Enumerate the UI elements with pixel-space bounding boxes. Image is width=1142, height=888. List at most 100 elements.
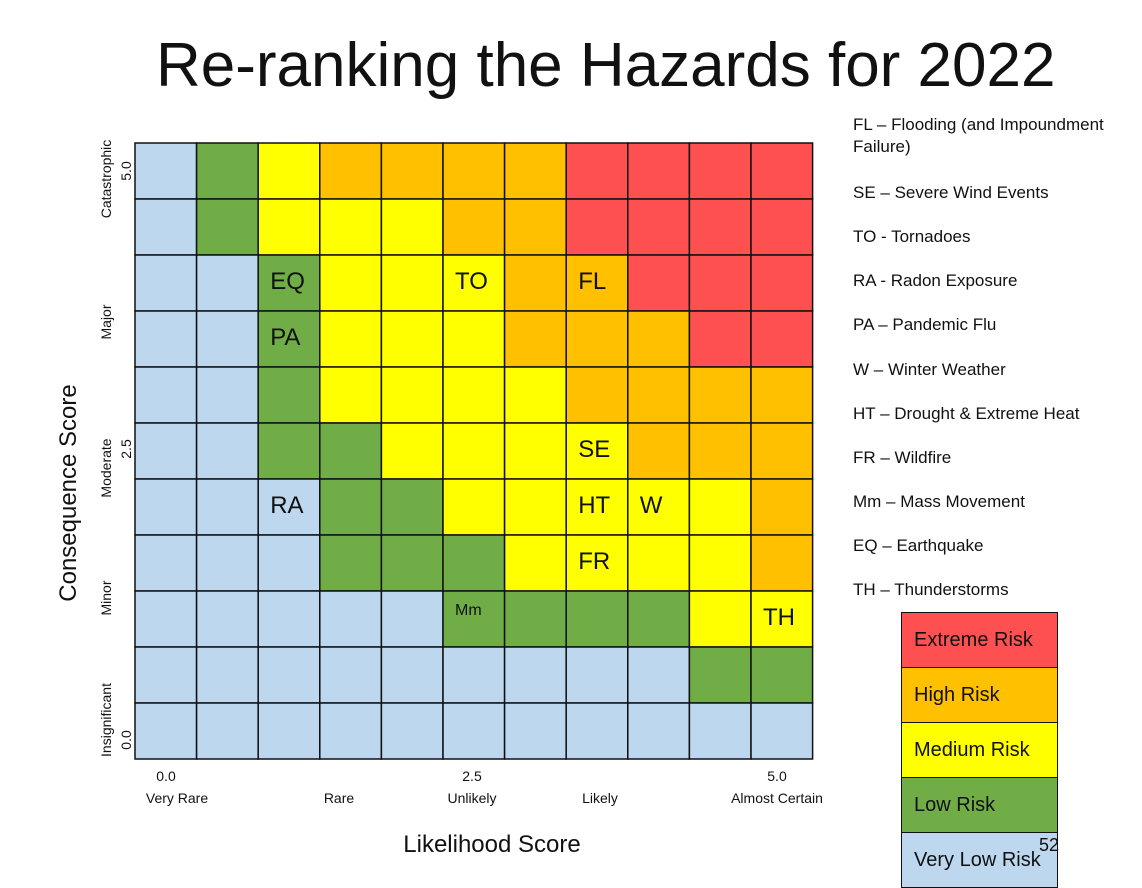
matrix-cell	[503, 366, 567, 424]
matrix-cell	[442, 702, 506, 760]
matrix-cell	[380, 142, 444, 200]
matrix-cell	[319, 198, 383, 256]
y-tick-label: Moderate	[98, 438, 114, 497]
matrix-cell	[627, 310, 691, 368]
hazard-label-th: TH	[763, 604, 795, 631]
matrix-cell	[750, 646, 814, 704]
matrix-cell	[750, 310, 814, 368]
matrix-cell	[257, 366, 321, 424]
matrix-cell	[319, 310, 383, 368]
matrix-cell	[319, 590, 383, 648]
matrix-cell	[688, 478, 752, 536]
slide-number: 52	[1039, 835, 1060, 855]
matrix-cell	[195, 366, 259, 424]
slide-title: Re-ranking the Hazards for 2022	[156, 31, 1056, 100]
matrix-cell	[442, 478, 506, 536]
hazard-legend-item: FL – Flooding (and Impoundment Failure)	[853, 115, 1104, 156]
matrix-cell	[380, 534, 444, 592]
matrix-cell	[565, 366, 629, 424]
matrix-cell	[134, 534, 198, 592]
matrix-cell	[257, 422, 321, 480]
matrix-cell	[750, 590, 814, 648]
matrix-cell	[380, 366, 444, 424]
matrix-cell	[627, 422, 691, 480]
y-tick-label: Major	[98, 304, 114, 339]
matrix-cell	[195, 198, 259, 256]
hazard-legend-item: SE – Severe Wind Events	[853, 183, 1049, 202]
hazard-label-se: SE	[578, 436, 610, 463]
matrix-cell	[380, 310, 444, 368]
matrix-cell	[442, 198, 506, 256]
x-tick-value: 0.0	[156, 768, 176, 784]
matrix-cell	[319, 254, 383, 312]
matrix-cell	[319, 422, 383, 480]
matrix-cell	[688, 310, 752, 368]
matrix-cell	[195, 254, 259, 312]
matrix-cell	[319, 702, 383, 760]
hazard-legend-item: PA – Pandemic Flu	[853, 315, 997, 334]
matrix-cell	[565, 310, 629, 368]
matrix-cell	[380, 198, 444, 256]
matrix-cell	[503, 534, 567, 592]
matrix-cell	[627, 478, 691, 536]
matrix-cell	[750, 422, 814, 480]
y-tick-label: Minor	[98, 580, 114, 615]
matrix-cell	[134, 254, 198, 312]
matrix-cell	[195, 590, 259, 648]
matrix-cell	[257, 590, 321, 648]
matrix-cell	[134, 366, 198, 424]
risk-key-low: Low Risk	[901, 777, 1058, 833]
y-tick-label: Catastrophic	[98, 140, 114, 219]
matrix-cell	[257, 702, 321, 760]
matrix-cell	[319, 142, 383, 200]
x-tick-label: Rare	[324, 790, 355, 806]
hazard-legend-item: RA - Radon Exposure	[853, 271, 1018, 290]
hazard-label-fr: FR	[578, 548, 610, 575]
y-tick-value: 2.5	[118, 439, 134, 459]
axis-labels: 0.0 Very Rare Rare 2.5 Unlikely Likely 5.0 Almo…	[55, 140, 823, 858]
hazard-label-to: TO	[455, 268, 488, 295]
matrix-cell	[380, 478, 444, 536]
matrix-cell	[503, 142, 567, 200]
matrix-cell	[257, 198, 321, 256]
matrix-cell	[134, 422, 198, 480]
x-tick-label: Likely	[582, 790, 618, 806]
hazard-legend-item: Mm – Mass Movement	[853, 492, 1025, 511]
matrix-cell	[627, 198, 691, 256]
hazard-labels: EQ TO FL PA SE RA HT W FR Mm TH	[270, 268, 795, 631]
matrix-cell	[565, 646, 629, 704]
hazard-label-ht: HT	[578, 492, 610, 519]
matrix-cell	[503, 702, 567, 760]
matrix-cell	[565, 702, 629, 760]
matrix-cell	[442, 590, 506, 648]
matrix-cell	[503, 422, 567, 480]
matrix-cell	[688, 422, 752, 480]
matrix-cell	[134, 198, 198, 256]
matrix-cell	[750, 198, 814, 256]
matrix-cell	[627, 366, 691, 424]
y-tick-value: 5.0	[118, 161, 134, 181]
matrix-cell	[750, 254, 814, 312]
hazard-legend-item: EQ – Earthquake	[853, 536, 984, 555]
matrix-cell	[195, 702, 259, 760]
matrix-cell	[627, 534, 691, 592]
matrix-cell	[750, 366, 814, 424]
matrix-cell	[195, 646, 259, 704]
hazard-label-eq: EQ	[270, 268, 305, 295]
hazard-legend-item: FR – Wildfire	[853, 448, 952, 467]
matrix-cell	[565, 254, 629, 312]
matrix-cell	[442, 646, 506, 704]
matrix-cell	[195, 478, 259, 536]
matrix-cell	[380, 590, 444, 648]
x-tick-label: Very Rare	[146, 790, 208, 806]
matrix-cell	[257, 254, 321, 312]
x-tick-label: Almost Certain	[731, 790, 823, 806]
matrix-cell	[627, 646, 691, 704]
matrix-cell	[688, 366, 752, 424]
matrix-cell	[688, 142, 752, 200]
matrix-cell	[319, 534, 383, 592]
matrix-cells	[134, 142, 814, 760]
matrix-cell	[257, 142, 321, 200]
matrix-cell	[627, 254, 691, 312]
matrix-cell	[134, 646, 198, 704]
